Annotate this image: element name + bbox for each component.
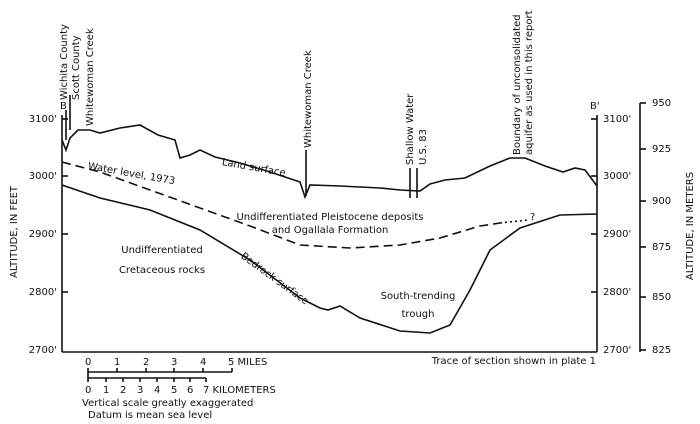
tick-label: 900 [652,196,671,207]
axis-title: ALTITUDE, IN METERS [685,172,696,280]
scale-label: 2 [120,385,126,396]
water-level [61,161,501,249]
tick-label: 850 [652,292,671,303]
tick-label: 2700' [603,345,631,356]
tick-label: 3000' [603,171,631,182]
boundary-label: aquifer as used in this report [524,10,535,155]
county-label: Scott County [71,35,82,100]
scale-label: 7 KILOMETERS [203,385,276,396]
tick-label: 2700' [29,345,57,356]
scale-label: 4 [154,385,160,396]
tick-label: 3000' [29,171,57,182]
tick-label: 925 [652,144,671,155]
section-end: B [60,101,67,112]
layer-label: Bedrock surface [238,251,310,307]
scale-label: 2 [143,357,149,368]
scale-label: 0 [85,357,91,368]
scale-label: 4 [200,357,206,368]
layer-label: Land surface [221,157,286,179]
tick-label: 2900' [29,229,57,240]
unit-label: South-trending [381,291,456,302]
boundary-label: Boundary of unconsolidated [512,14,523,155]
land-surface [61,124,598,200]
scale-label: 3 [137,385,143,396]
uncertainty: ? [530,212,535,223]
unit-label: Undifferentiated [121,245,202,256]
scale-label: 1 [114,357,120,368]
tick-label: 825 [652,345,671,356]
creek-label: Whitewoman Creek [85,28,96,126]
road-label: U.S. 83 [418,129,429,165]
tick-label: 875 [652,242,671,253]
axis-title: ALTITUDE, IN FEET [9,185,20,278]
note: Trace of section shown in plate 1 [431,356,596,367]
unit-label: and Ogallala Formation [272,225,389,236]
unit-label: Undifferentiated Pleistocene deposits [236,212,423,223]
bedrock-surface [61,184,598,334]
unit-label: trough [402,309,435,320]
tick-label: 2800' [29,287,57,298]
tick-label: 3100' [603,114,631,125]
scale-label: 0 [85,385,91,396]
feet-ticks [62,102,646,351]
scale-label: 5 [171,385,177,396]
scale-label: 3 [171,357,177,368]
note: Datum is mean sea level [88,410,212,421]
creek-label: Whitewoman Creek [303,50,314,148]
scale-label: 1 [103,385,109,396]
tick-label: 950 [652,98,671,109]
tick-label: 3100' [29,114,57,125]
water-level-uncertain [499,219,529,224]
note: Vertical scale greatly exaggerated [82,398,253,409]
tick-label: 2900' [603,229,631,240]
unit-label: Cretaceous rocks [119,265,205,276]
scale-label: 5 MILES [228,357,267,368]
tick-label: 2800' [603,287,631,298]
town-label: Shallow Water [405,93,416,165]
scale-bars [87,368,233,382]
scale-label: 6 [187,385,193,396]
markers [65,95,418,198]
section-end: B' [590,101,600,112]
county-label: Wichita County [59,24,70,100]
